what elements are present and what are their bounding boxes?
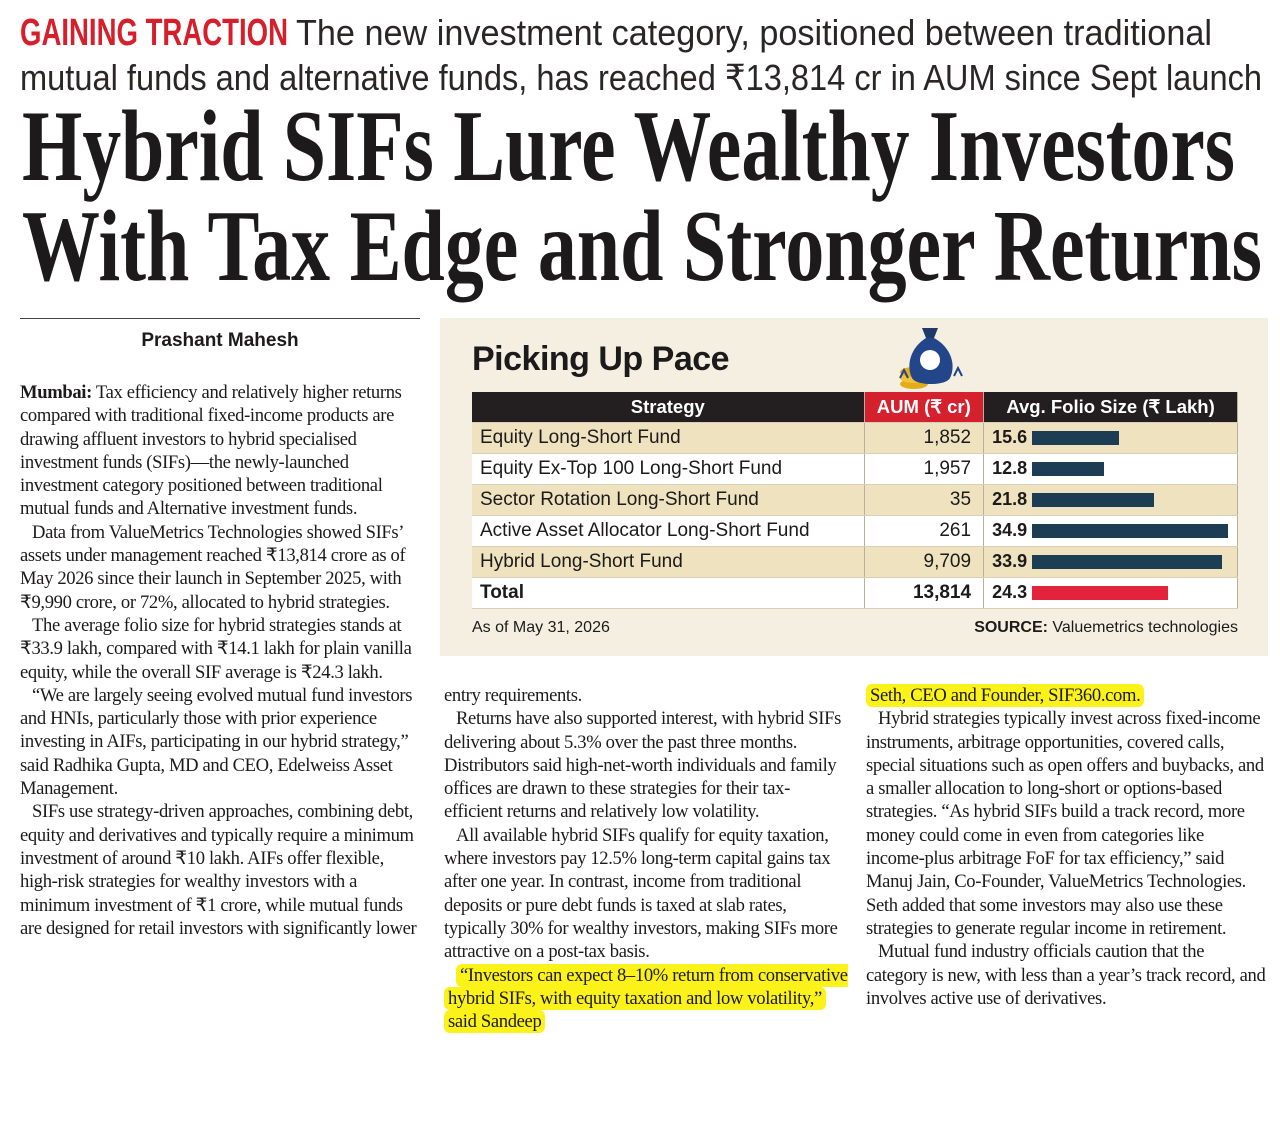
paragraph: Data from ValueMetrics Technologies show…: [20, 521, 406, 613]
source: SOURCE: Valuemetrics technologies: [974, 619, 1238, 637]
byline: Prashant Mahesh: [141, 330, 299, 351]
header: GAINING TRACTION The new investment cate…: [20, 12, 1262, 303]
folio-bar: [1032, 461, 1104, 476]
table: Strategy AUM (₹ cr) Avg. Folio Size (₹ Lak…: [472, 392, 1238, 609]
paragraph: Mutual fund industry officials caution t…: [866, 941, 1266, 1009]
folio-bar: [1032, 492, 1155, 507]
aum-cell: 1,957: [864, 453, 985, 485]
strategy-cell: Equity Ex-Top 100 Long-Short Fund: [472, 453, 865, 485]
text-column: Mumbai: Tax efficiency and relatively hi…: [20, 381, 420, 1115]
paragraph: SIFs use strategy-driven approaches, com…: [20, 801, 417, 939]
deck-line: mutual funds and alternative funds, has …: [20, 57, 1262, 98]
table-row: Hybrid Long-Short Fund 9,709 33.9: [472, 546, 1238, 578]
graphic: Picking Up Pace Strategy AUM (₹ cr) Avg. F…: [440, 318, 1268, 656]
graphic-title: Picking Up Pace: [472, 340, 730, 378]
paragraph: entry requirements.: [444, 685, 582, 706]
paragraph: All available hybrid SIFs qualify for eq…: [444, 824, 838, 963]
text-column: entry requirements. Returns have also sup…: [444, 684, 848, 1116]
table-row: Total 13,814 24.3: [472, 577, 1238, 609]
folio-cell: 21.8: [983, 484, 1238, 516]
table-row: Sector Rotation Long-Short Fund 35 21.8: [472, 484, 1238, 516]
highlighted-quote: Seth, CEO and Founder, SIF360.com.: [866, 684, 1145, 707]
paragraph: Seth, CEO and Founder, SIF360.com.: [866, 684, 1266, 707]
source-text: Valuemetrics technologies: [1052, 619, 1238, 636]
folio-value: 12.8: [992, 458, 1028, 479]
headline-line: Hybrid SIFs Lure Wealthy Investors: [22, 90, 1235, 203]
aum-cell: 9,709: [864, 546, 985, 578]
folio-value: 34.9: [992, 520, 1028, 541]
folio-bar: [1032, 523, 1228, 538]
aum-cell: 1,852: [864, 422, 985, 454]
table-row: Equity Ex-Top 100 Long-Short Fund 1,957 12…: [472, 453, 1238, 485]
kicker: GAINING TRACTION: [20, 12, 288, 54]
strategy-cell: Total: [472, 577, 865, 609]
strategy-cell: Hybrid Long-Short Fund: [472, 546, 865, 578]
aum-cell: 13,814: [864, 577, 985, 609]
text-column: Seth, CEO and Founder, SIF360.com. Hybrid…: [866, 684, 1266, 1116]
strategy-cell: Equity Long-Short Fund: [472, 422, 865, 454]
folio-value: 15.6: [992, 427, 1028, 448]
note: As of May 31, 2026: [472, 619, 610, 636]
paragraph: Mumbai: Tax efficiency and relatively hi…: [20, 381, 420, 521]
paragraph: Returns have also supported interest, wi…: [444, 708, 841, 823]
folio-bar: [1032, 430, 1120, 445]
folio-cell: 12.8: [983, 453, 1238, 485]
folio-cell: 15.6: [983, 422, 1238, 454]
strategy-cell: Sector Rotation Long-Short Fund: [472, 484, 865, 516]
money-bag-icon: [899, 328, 963, 389]
dateline: Mumbai:: [20, 382, 92, 403]
headline-line: With Tax Edge and Stronger Returns: [22, 190, 1262, 303]
strategy-cell: Active Asset Allocator Long-Short Fund: [472, 515, 865, 547]
paragraph: Hybrid strategies typically invest acros…: [866, 708, 1264, 939]
folio-cell: 24.3: [983, 577, 1238, 609]
folio-cell: 33.9: [983, 546, 1238, 578]
source-label: SOURCE:: [974, 619, 1048, 636]
aum-cell: 35: [864, 484, 985, 516]
table-row: Equity Long-Short Fund 1,852 15.6: [472, 422, 1238, 454]
folio-value: 24.3: [992, 582, 1028, 603]
paragraph: The average folio size for hybrid strate…: [20, 614, 412, 683]
header-row: Strategy AUM (₹ cr) Avg. Folio Size (₹ Lak…: [472, 392, 1238, 423]
folio-value: 33.9: [992, 551, 1028, 572]
column-header: Avg. Folio Size (₹ Lakh): [983, 392, 1238, 423]
paragraph-text: Tax efficiency and relatively higher ret…: [20, 382, 402, 520]
highlighted-quote: “Investors can expect 8–10% return from …: [444, 963, 848, 1034]
paragraph: “We are largely seeing evolved mutual fu…: [20, 684, 413, 800]
folio-value: 21.8: [992, 489, 1028, 510]
table-row: Active Asset Allocator Long-Short Fund 26…: [472, 515, 1238, 547]
paragraph: “Investors can expect 8–10% return from …: [444, 963, 848, 1034]
column-header: AUM (₹ cr): [864, 392, 985, 423]
column-header: Strategy: [472, 392, 865, 423]
folio-bar: [1032, 585, 1169, 600]
folio-bar: [1032, 554, 1222, 569]
rule: [20, 318, 420, 319]
deck-line: The new investment category, positioned …: [296, 12, 1212, 53]
aum-cell: 261: [864, 515, 985, 547]
folio-cell: 34.9: [983, 515, 1238, 547]
